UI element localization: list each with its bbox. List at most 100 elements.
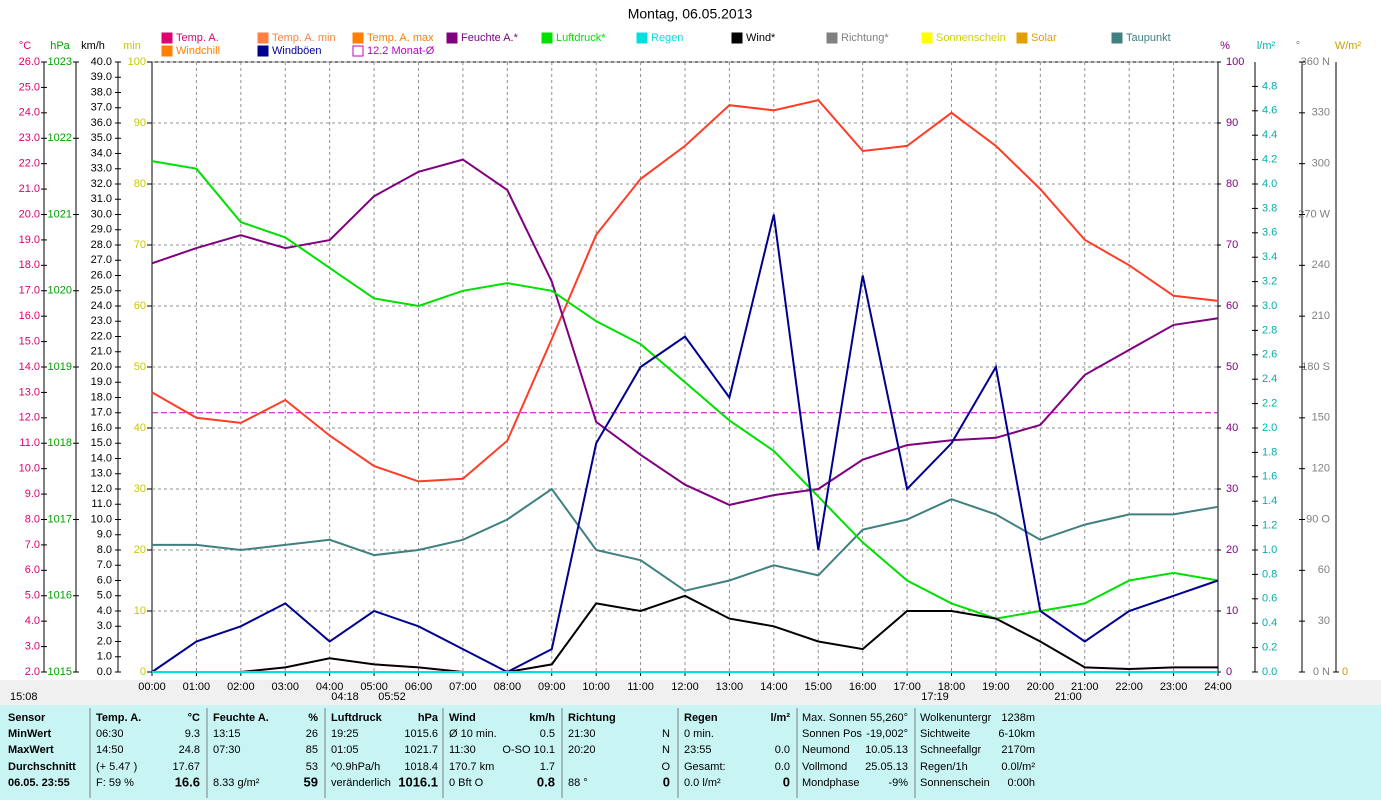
tick-label: 150 — [1312, 412, 1330, 424]
tick-label: 0.0 — [1262, 666, 1277, 678]
x-tick-label: 22:00 — [1115, 681, 1143, 693]
tick-label: 1016 — [48, 590, 72, 602]
tick-label: 60 — [1226, 300, 1238, 312]
legend-swatch — [541, 32, 553, 44]
table-cell: 8.33 g/m² — [213, 777, 260, 789]
tick-label: 100 — [128, 56, 146, 68]
table-cell: 0.0l/m² — [1001, 761, 1035, 773]
x-tick-label: 18:00 — [938, 681, 966, 693]
tick-label: 1.4 — [1262, 495, 1277, 507]
table-cell: Ø 10 min. — [449, 728, 497, 740]
x-tick-label: 00:00 — [138, 681, 166, 693]
tick-label: 30 — [1226, 483, 1238, 495]
table-cell: 1016.1 — [398, 774, 438, 789]
x-tick-label: 10:00 — [582, 681, 610, 693]
tick-label: 3.0 — [25, 640, 40, 652]
table-cell: -19,002° — [866, 728, 908, 740]
axis-unit: ° — [1296, 40, 1300, 52]
legend-swatch — [1016, 32, 1028, 44]
axis-unit: min — [123, 40, 141, 52]
table-cell: Sensor — [8, 712, 46, 724]
table-cell: Luftdruck — [331, 712, 383, 724]
tick-label: 20.0 — [19, 208, 40, 220]
table-cell: 1238m — [1001, 712, 1035, 724]
table-cell: Sichtweite — [920, 728, 970, 740]
legend-label: Feuchte A.* — [461, 32, 519, 44]
tick-label: 120 — [1312, 463, 1330, 475]
table-cell: 1.7 — [540, 761, 555, 773]
table-cell: 0 Bft O — [449, 777, 484, 789]
x-tick-label: 09:00 — [538, 681, 566, 693]
table-cell: 85 — [306, 744, 318, 756]
tick-label: 16.0 — [91, 422, 112, 434]
tick-label: 15.0 — [19, 335, 40, 347]
tick-label: 22.0 — [19, 158, 40, 170]
table-cell: 19:25 — [331, 728, 359, 740]
tick-label: 1.8 — [1262, 446, 1277, 458]
tick-label: 30.0 — [91, 208, 112, 220]
x-tick-label: 04:00 — [316, 681, 344, 693]
table-cell: 13:15 — [213, 728, 241, 740]
x-tick-label: 21:00 — [1071, 681, 1099, 693]
x-tick-label: 13:00 — [716, 681, 744, 693]
tick-label: 3.2 — [1262, 276, 1277, 288]
tick-label: 80 — [134, 178, 146, 190]
annotation: 17:19 — [921, 691, 949, 703]
tick-label: 210 — [1312, 310, 1330, 322]
legend-swatch — [257, 45, 269, 57]
tick-label: 3.0 — [97, 620, 112, 632]
table-cell: 0.5 — [540, 728, 555, 740]
annotation: 15:08 — [10, 691, 38, 703]
tick-label: 17.0 — [91, 407, 112, 419]
x-tick-label: 12:00 — [671, 681, 699, 693]
tick-label: 23.0 — [91, 315, 112, 327]
axis-unit: l/m² — [1257, 40, 1276, 52]
table-separators — [89, 708, 916, 798]
tick-label: 11.0 — [91, 498, 112, 510]
legend-label: Windböen — [272, 45, 322, 57]
table-cell: 11:30 — [449, 744, 476, 756]
legend-label: Solar — [1031, 32, 1057, 44]
series-line — [152, 487, 1219, 592]
tick-label: 14.0 — [91, 452, 112, 464]
table-cell: O-SO 10.1 — [502, 744, 555, 756]
table-cell: 24.8 — [179, 744, 200, 756]
table-cell: Richtung — [568, 712, 616, 724]
tick-label: 30 — [1318, 615, 1330, 627]
x-tick-label: 07:00 — [449, 681, 477, 693]
tick-label: 2.2 — [1262, 398, 1277, 410]
axis-unit: km/h — [81, 40, 105, 52]
table-cell: 06.05. 23:55 — [8, 777, 70, 789]
table-cell: 01:05 — [331, 744, 359, 756]
tick-label: 20 — [134, 544, 146, 556]
tick-label: 4.6 — [1262, 105, 1277, 117]
legend-swatch — [161, 45, 173, 57]
axis-unit: % — [1220, 40, 1230, 52]
table-cell: Sonnen Pos — [802, 728, 862, 740]
tick-label: 5.0 — [25, 590, 40, 602]
legend-swatch — [352, 32, 364, 44]
tick-label: 60 — [134, 300, 146, 312]
legend-label: Richtung* — [841, 32, 889, 44]
tick-label: 100 — [1226, 56, 1244, 68]
tick-label: 1022 — [48, 132, 72, 144]
tick-label: 24.0 — [19, 107, 40, 119]
tick-label: 0 N — [1313, 666, 1330, 678]
table-cell: 0 min. — [684, 728, 714, 740]
tick-label: 4.2 — [1262, 154, 1277, 166]
table-cell: hPa — [418, 712, 439, 724]
legend-label: Regen — [651, 32, 683, 44]
table-cell: 0.8 — [537, 774, 555, 789]
table-cell: 17.67 — [172, 761, 200, 773]
legend-label: Temp. A. — [176, 32, 219, 44]
x-tick-label: 14:00 — [760, 681, 788, 693]
table-cell: 0 — [663, 774, 670, 789]
tick-label: 1018 — [48, 437, 72, 449]
x-tick-label: 08:00 — [494, 681, 522, 693]
tick-label: 4.0 — [25, 615, 40, 627]
tick-label: 10 — [1226, 605, 1238, 617]
tick-label: 300 — [1312, 158, 1330, 170]
table-cell: Temp. A. — [96, 712, 141, 724]
